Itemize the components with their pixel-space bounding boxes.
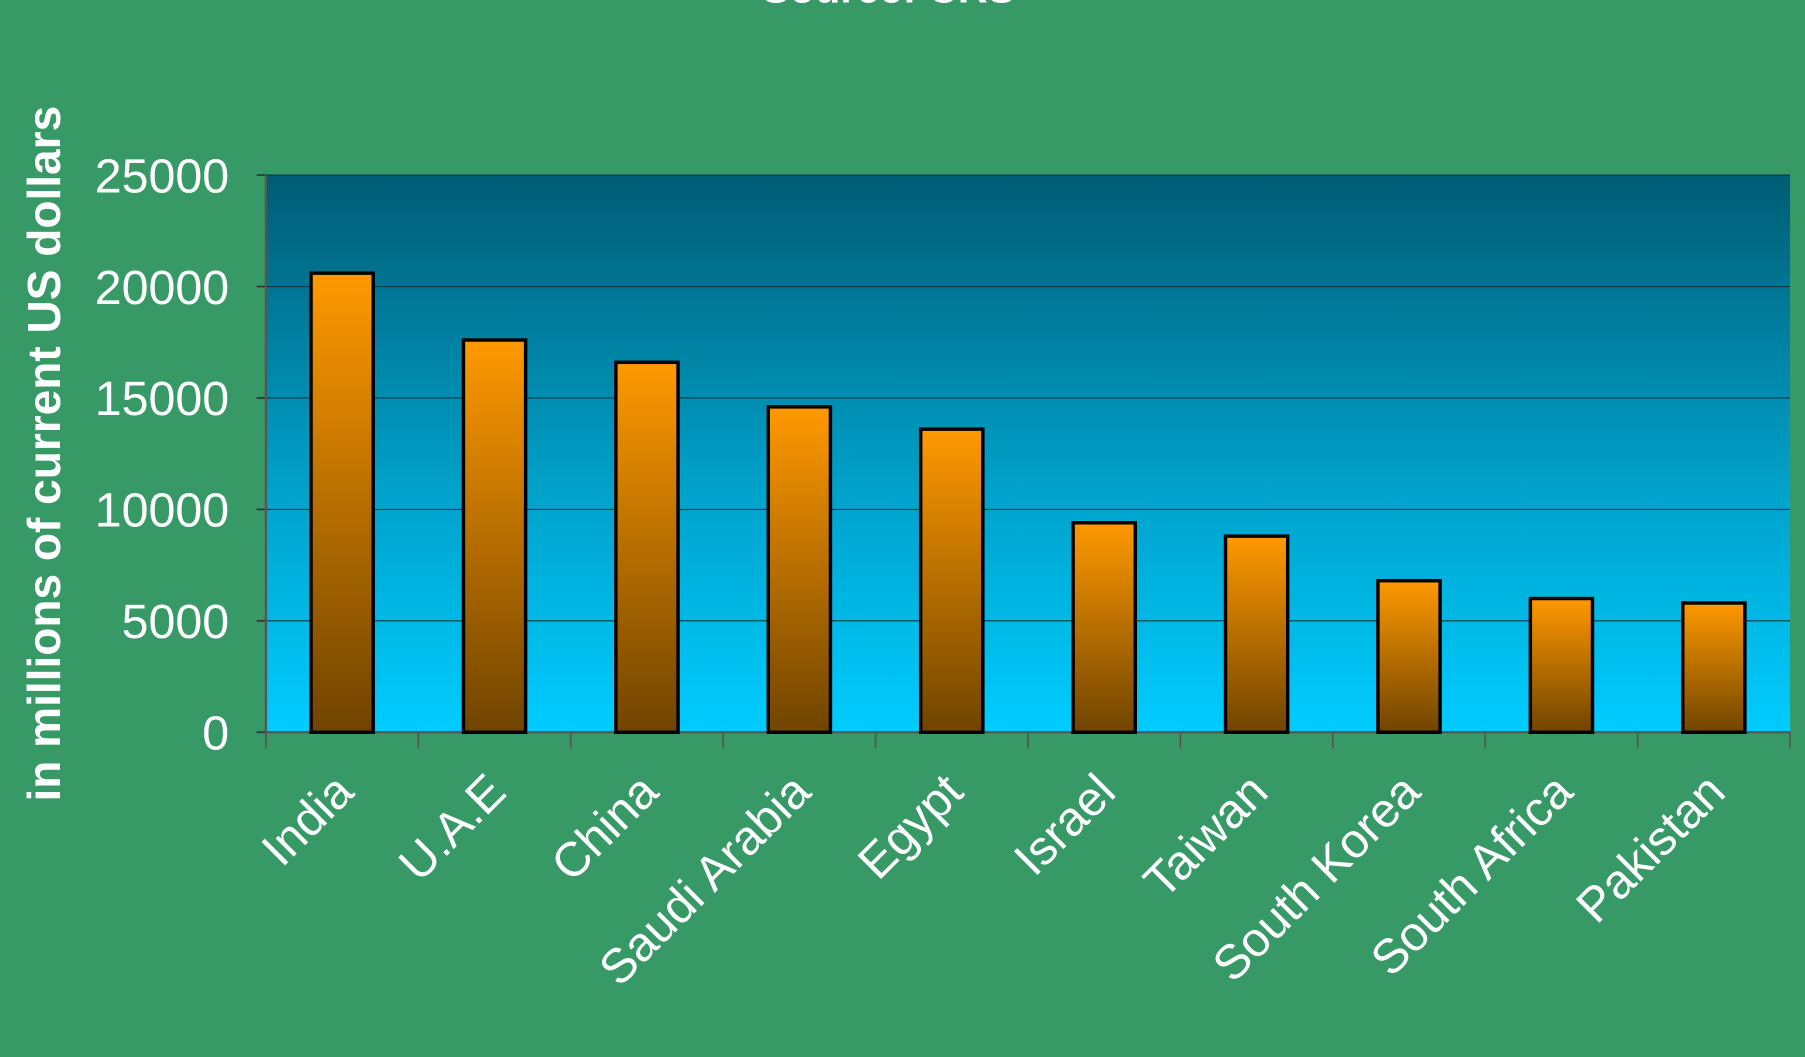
bar — [614, 360, 680, 734]
bar — [1071, 521, 1137, 734]
y-tick-label: 10000 — [95, 484, 229, 538]
bar — [1528, 596, 1595, 734]
y-tick-label: 20000 — [95, 261, 229, 315]
y-tick-label: 0 — [202, 707, 229, 761]
y-tick-label: 5000 — [122, 595, 230, 649]
bar — [309, 271, 375, 734]
y-axis-label: in millions of current US dollars — [18, 106, 70, 802]
chart-title: Source: CRS — [762, 0, 1015, 11]
y-tick-label: 15000 — [95, 372, 229, 426]
bar — [1223, 534, 1290, 734]
y-tick-label: 25000 — [95, 149, 229, 203]
bar — [1681, 601, 1747, 734]
bar — [766, 405, 833, 734]
bar — [1376, 578, 1442, 734]
bar — [461, 338, 528, 734]
bar — [918, 427, 985, 734]
